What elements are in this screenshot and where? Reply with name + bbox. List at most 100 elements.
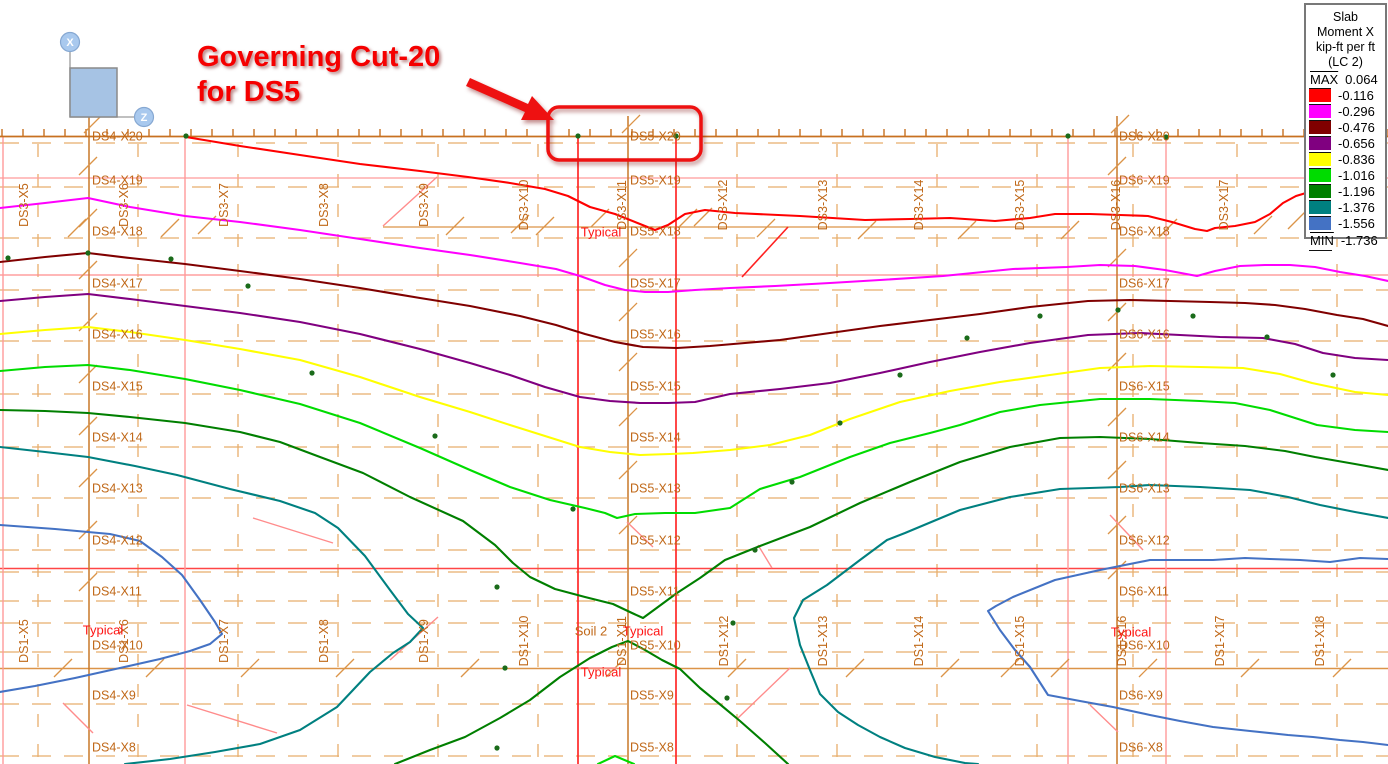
legend-swatch — [1309, 167, 1331, 183]
axis-square — [69, 67, 118, 118]
strip-label-rotated: DS3-X14 — [912, 180, 926, 231]
strip-label: DS5-X13 — [630, 482, 681, 496]
legend-min-row: MIN -1.736 — [1310, 233, 1385, 248]
strip-label: DS5-X10 — [630, 639, 681, 653]
callout-rect — [546, 105, 703, 162]
strip-label-rotated: DS3-X11 — [615, 180, 629, 230]
strip-label-rotated: DS1-X13 — [816, 616, 830, 667]
strip-label: DS6-X19 — [1119, 174, 1170, 188]
strip-label-rotated: DS3-X13 — [816, 180, 830, 231]
strip-label-rotated: DS3-X17 — [1217, 180, 1231, 231]
legend-swatch — [1309, 119, 1331, 135]
legend-entry: -0.656 — [1306, 135, 1385, 151]
legend-title-line: Slab — [1332, 10, 1359, 24]
legend-swatch — [1309, 151, 1331, 167]
strip-label: DS5-X16 — [630, 328, 681, 342]
legend-value: -0.116 — [1338, 87, 1374, 103]
typical-labels: Typical Typical Typical Typical Typical — [83, 225, 1152, 680]
strip-label: DS4-X16 — [92, 328, 143, 342]
station-dots — [5, 133, 1336, 751]
callout-arrow-icon — [466, 78, 554, 120]
legend-panel: Slab Moment X kip-ft per ft (LC 2) MAX 0… — [1304, 3, 1387, 251]
legend-swatch — [1309, 215, 1331, 231]
legend-entry: -0.296 — [1306, 103, 1385, 119]
legend-value: -1.196 — [1338, 183, 1375, 199]
strip-label: DS4-X9 — [92, 689, 136, 703]
legend-title-line: Moment X — [1317, 25, 1374, 39]
strip-label-rotated: DS3-X5 — [17, 183, 31, 227]
typical-label: Typical — [581, 225, 622, 240]
governing-cut-annotation: Governing Cut-20 for DS5 — [197, 40, 440, 110]
moment-contours — [0, 135, 1388, 764]
axis-z-badge-icon — [133, 106, 155, 128]
contour-line — [792, 483, 1388, 764]
annotation-line2: for DS5 — [197, 76, 301, 108]
strip-label-rotated: DS1-X11 — [615, 616, 629, 666]
strip-label: DS6-X18 — [1119, 225, 1170, 239]
strip-label-rotated: DS1-X9 — [417, 619, 431, 663]
reference-horizontals — [0, 177, 1388, 670]
strip-label: DS5-X14 — [630, 431, 681, 445]
legend-entry: -1.556 — [1306, 215, 1385, 231]
strip-label: DS6-X14 — [1119, 431, 1170, 445]
strip-label-rotated: DS3-X10 — [517, 180, 531, 231]
grid-dashed-rows — [0, 142, 1388, 757]
strip-label-rotated: DS3-X8 — [317, 183, 331, 227]
legend-entry: -0.836 — [1306, 151, 1385, 167]
strip-label: DS4-X20 — [92, 130, 143, 144]
strip-label: DS5-X9 — [630, 689, 674, 703]
strip-label-rotated: DS3-X15 — [1013, 180, 1027, 231]
grid-dashed-cols — [37, 144, 1338, 764]
legend-swatch — [1309, 135, 1331, 151]
strip-label: DS4-X19 — [92, 174, 143, 188]
contour-line — [393, 639, 790, 764]
legend-value: -0.656 — [1338, 135, 1375, 151]
legend-entry: -1.016 — [1306, 167, 1385, 183]
strip-label-rotated: DS3-X6 — [117, 183, 131, 227]
strip-label-rotated: DS3-X7 — [217, 183, 231, 227]
legend-entry: -0.116 — [1306, 87, 1385, 103]
contour-line — [596, 754, 636, 764]
strip-label: DS5-X20 — [630, 130, 681, 144]
strip-label: DS6-X20 — [1119, 130, 1170, 144]
legend-swatch — [1309, 87, 1331, 103]
strip-label: DS5-X19 — [630, 174, 681, 188]
axis-x-label: X — [66, 37, 74, 49]
legend-swatch — [1309, 183, 1331, 199]
typical-label: Typical — [581, 665, 622, 680]
strip-label: DS6-X11 — [1119, 585, 1169, 599]
strip-label: DS5-X11 — [630, 585, 680, 599]
legend-title: Slab Moment X kip-ft per ft (LC 2) — [1306, 10, 1385, 70]
annotation-line1: Governing Cut-20 — [197, 41, 441, 73]
strip-label-rotated: DS1-X15 — [1013, 616, 1027, 667]
contour-line — [0, 408, 1388, 620]
strip-label: DS4-X14 — [92, 431, 143, 445]
strip-label: DS4-X18 — [92, 225, 143, 239]
legend-end-tick — [1309, 250, 1332, 251]
legend-value: -1.016 — [1338, 167, 1375, 183]
legend-value: -1.556 — [1338, 215, 1375, 231]
strip-label: DS6-X13 — [1119, 482, 1170, 496]
strip-label-rotated: DS1-X12 — [717, 616, 731, 667]
legend-value: -0.296 — [1338, 103, 1375, 119]
strip-label-rotated: DS1-X6 — [117, 619, 131, 663]
legend-min-label: MIN — [1310, 233, 1334, 248]
callout — [466, 78, 703, 162]
legend-entry: -1.196 — [1306, 183, 1385, 199]
typical-label: Typical — [623, 624, 664, 639]
strip-label-rotated: DS1-X7 — [217, 619, 231, 663]
strip-label: DS6-X15 — [1119, 380, 1170, 394]
contour-line — [0, 196, 1388, 294]
typical-label: Typical — [83, 623, 124, 638]
strip-label-rotated: DS1-X8 — [317, 619, 331, 663]
strip-label: DS4-X15 — [92, 380, 143, 394]
contour-line — [0, 445, 425, 764]
legend-max-value: 0.064 — [1345, 72, 1378, 87]
strip-label-rotated: DS1-X10 — [517, 616, 531, 667]
strip-label-rotated: DS1-X17 — [1213, 616, 1227, 667]
strip-label: DS6-X10 — [1119, 639, 1170, 653]
strip-label: DS5-X18 — [630, 225, 681, 239]
strip-label: DS4-X10 — [92, 639, 143, 653]
